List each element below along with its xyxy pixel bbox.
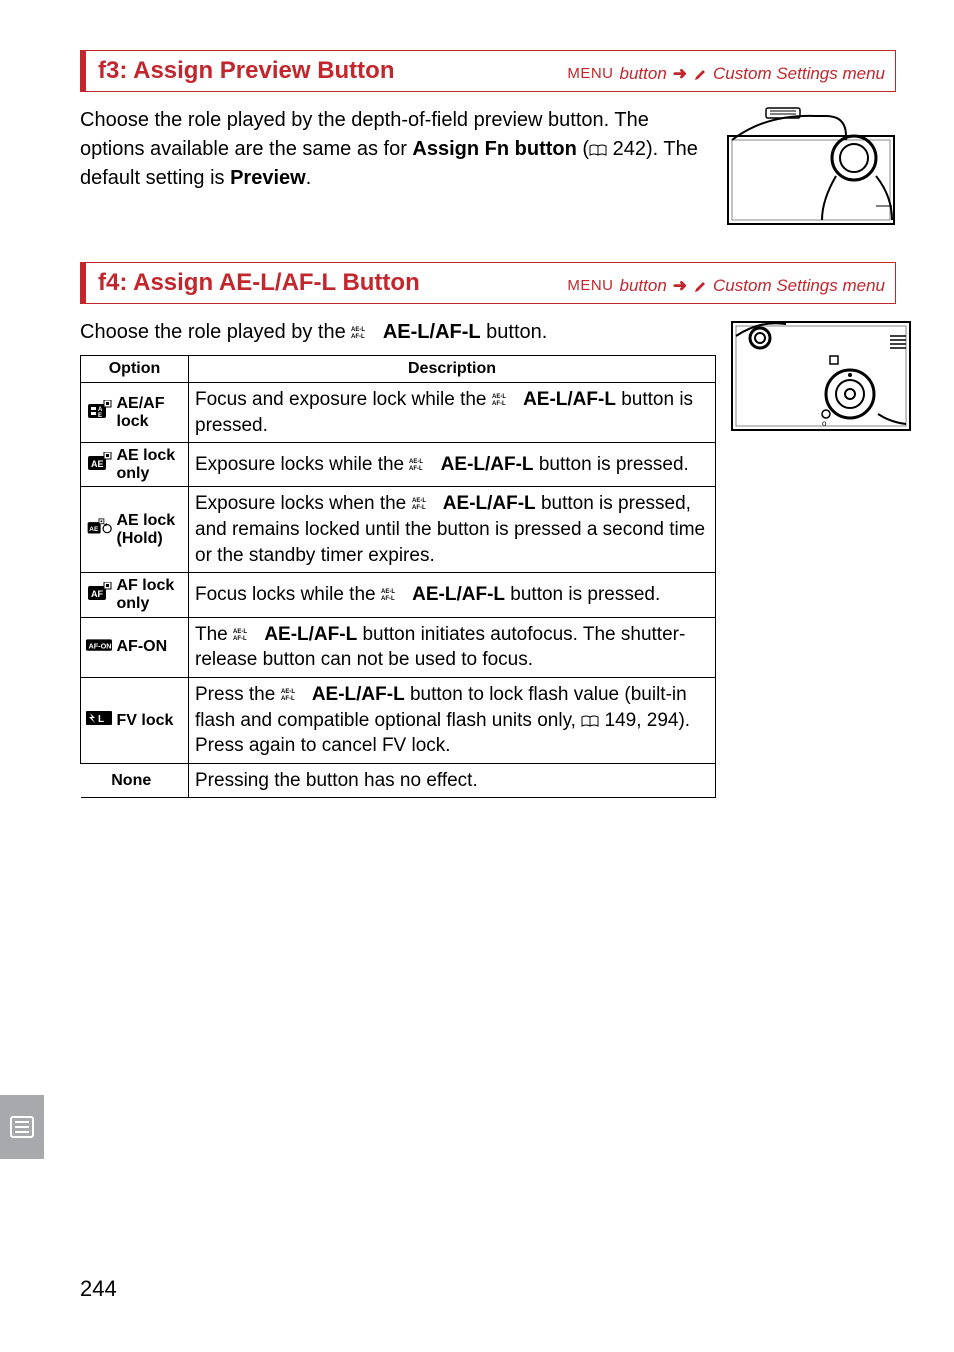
breadcrumb-button-word: button bbox=[620, 276, 667, 296]
svg-text:L: L bbox=[98, 714, 104, 725]
menu-label: MENU bbox=[567, 65, 613, 82]
arrow-icon: ➜ bbox=[673, 276, 687, 296]
svg-text:AF-L: AF-L bbox=[412, 505, 426, 510]
section-header-f3: f3: Assign Preview Button MENU button ➜ … bbox=[80, 50, 896, 92]
option-label: AE lock only bbox=[117, 443, 189, 487]
svg-text:AE: AE bbox=[89, 526, 99, 533]
section-header-f4: f4: Assign AE-L/AF-L Button MENU button … bbox=[80, 262, 896, 304]
table-row: AF AF lock onlyFocus locks while the AE-L… bbox=[81, 573, 716, 617]
ael-afl-text-icon: AE-LAF-L bbox=[281, 683, 307, 697]
menu-list-icon bbox=[10, 1116, 34, 1138]
ael-afl-text-icon: AE-LAF-L bbox=[412, 492, 438, 506]
svg-text:AE-L: AE-L bbox=[351, 327, 365, 333]
svg-text:AF-ON: AF-ON bbox=[88, 641, 111, 650]
option-description: Exposure locks when the AE-LAF-L AE-L/AF… bbox=[189, 487, 716, 573]
ael-afl-text-icon: AE-LAF-L bbox=[351, 319, 377, 333]
svg-text:AF: AF bbox=[91, 589, 103, 599]
svg-text:AF-L: AF-L bbox=[492, 401, 506, 406]
table-row: NonePressing the button has no effect. bbox=[81, 763, 716, 798]
ae-lock-only-icon: AE bbox=[81, 443, 117, 487]
ael-afl-text-icon: AE-LAF-L bbox=[381, 583, 407, 597]
side-tab-menu bbox=[0, 1095, 44, 1159]
svg-text:AF-L: AF-L bbox=[233, 636, 247, 641]
svg-text:AF-L: AF-L bbox=[281, 696, 295, 701]
intro-text-f4: Choose the role played by the AE-LAF-L A… bbox=[80, 318, 716, 347]
svg-text:AE-L: AE-L bbox=[381, 589, 395, 595]
intro-text-f3: Choose the role played by the depth-of-f… bbox=[80, 106, 706, 193]
breadcrumb-button-word: button bbox=[620, 64, 667, 84]
option-label: AE/AF lock bbox=[117, 383, 189, 443]
section-title-f3: f3: Assign Preview Button bbox=[98, 57, 394, 85]
svg-text:o: o bbox=[822, 419, 827, 428]
options-table: Option Description AEAE/AF lockFocus and… bbox=[80, 355, 716, 798]
svg-text:AE-L: AE-L bbox=[233, 629, 247, 635]
menu-label: MENU bbox=[567, 277, 613, 294]
ae-lock-hold-icon: AE bbox=[81, 487, 117, 573]
table-row: AEAE/AF lockFocus and exposure lock whil… bbox=[81, 383, 716, 443]
camera-ael-illustration: o bbox=[730, 318, 912, 432]
option-label: AE lock (Hold) bbox=[117, 487, 189, 573]
option-description: Exposure locks while the AE-LAF-L AE-L/A… bbox=[189, 443, 716, 487]
pencil-icon bbox=[693, 279, 707, 293]
col-option: Option bbox=[81, 356, 189, 383]
svg-text:AE-L: AE-L bbox=[492, 394, 506, 400]
intro-pre: Choose the role played by the bbox=[80, 321, 351, 343]
svg-text:AE-L: AE-L bbox=[412, 498, 426, 504]
svg-text:AF-L: AF-L bbox=[409, 466, 423, 471]
svg-text:AE-L: AE-L bbox=[409, 459, 423, 465]
option-description: Pressing the button has no effect. bbox=[189, 763, 716, 798]
af-on-icon: AF-ON bbox=[81, 617, 117, 677]
section-f3-body: Choose the role played by the depth-of-f… bbox=[80, 106, 896, 226]
table-row: AF-ONAF-ONThe AE-LAF-L AE-L/AF-L button … bbox=[81, 617, 716, 677]
breadcrumb-f4: MENU button ➜ Custom Settings menu bbox=[567, 276, 885, 296]
af-lock-only-icon: AF bbox=[81, 573, 117, 617]
pencil-icon bbox=[693, 67, 707, 81]
option-label: FV lock bbox=[117, 677, 189, 763]
intro-mid: ( bbox=[577, 138, 589, 160]
ael-afl-text-icon: AE-LAF-L bbox=[409, 453, 435, 467]
option-description: Focus and exposure lock while the AE-LAF… bbox=[189, 383, 716, 443]
col-description: Description bbox=[189, 356, 716, 383]
option-label: AF lock only bbox=[117, 573, 189, 617]
option-description: Focus locks while the AE-LAF-L AE-L/AF-L… bbox=[189, 573, 716, 617]
ae-af-lock-icon: AE bbox=[81, 383, 117, 443]
table-row: AE AE lock (Hold)Exposure locks when the … bbox=[81, 487, 716, 573]
section-f4-body: Choose the role played by the AE-LAF-L A… bbox=[80, 318, 896, 798]
book-icon bbox=[589, 136, 607, 148]
option-description: Press the AE-LAF-L AE-L/AF-L button to l… bbox=[189, 677, 716, 763]
option-label: None bbox=[81, 763, 189, 798]
option-description: The AE-LAF-L AE-L/AF-L button initiates … bbox=[189, 617, 716, 677]
camera-preview-illustration bbox=[726, 106, 896, 226]
option-label: AF-ON bbox=[117, 617, 189, 677]
intro-bold2: Preview bbox=[230, 167, 306, 189]
table-row: L FV lockPress the AE-LAF-L AE-L/AF-L but… bbox=[81, 677, 716, 763]
section-title-f4: f4: Assign AE-L/AF-L Button bbox=[98, 269, 420, 297]
breadcrumb-f3: MENU button ➜ Custom Settings menu bbox=[567, 64, 885, 84]
page-number: 244 bbox=[80, 1276, 117, 1302]
ael-afl-text-icon: AE-LAF-L bbox=[492, 388, 518, 402]
table-row: AE AE lock onlyExposure locks while the A… bbox=[81, 443, 716, 487]
svg-text:AE-L: AE-L bbox=[281, 689, 295, 695]
svg-text:AE: AE bbox=[91, 459, 104, 469]
intro-post: button. bbox=[481, 321, 548, 343]
ael-afl-text-icon: AE-LAF-L bbox=[233, 623, 259, 637]
intro-bold: AE-L/AF-L bbox=[383, 321, 481, 343]
book-icon bbox=[581, 709, 599, 721]
arrow-icon: ➜ bbox=[673, 64, 687, 84]
fv-lock-icon: L bbox=[81, 677, 117, 763]
breadcrumb-dest: Custom Settings menu bbox=[713, 64, 885, 84]
svg-text:AF-L: AF-L bbox=[381, 596, 395, 601]
svg-text:AF-L: AF-L bbox=[351, 334, 365, 339]
intro-end: . bbox=[306, 167, 312, 189]
intro-bold: Assign Fn button bbox=[412, 138, 576, 160]
breadcrumb-dest: Custom Settings menu bbox=[713, 276, 885, 296]
svg-text:E: E bbox=[98, 413, 102, 419]
